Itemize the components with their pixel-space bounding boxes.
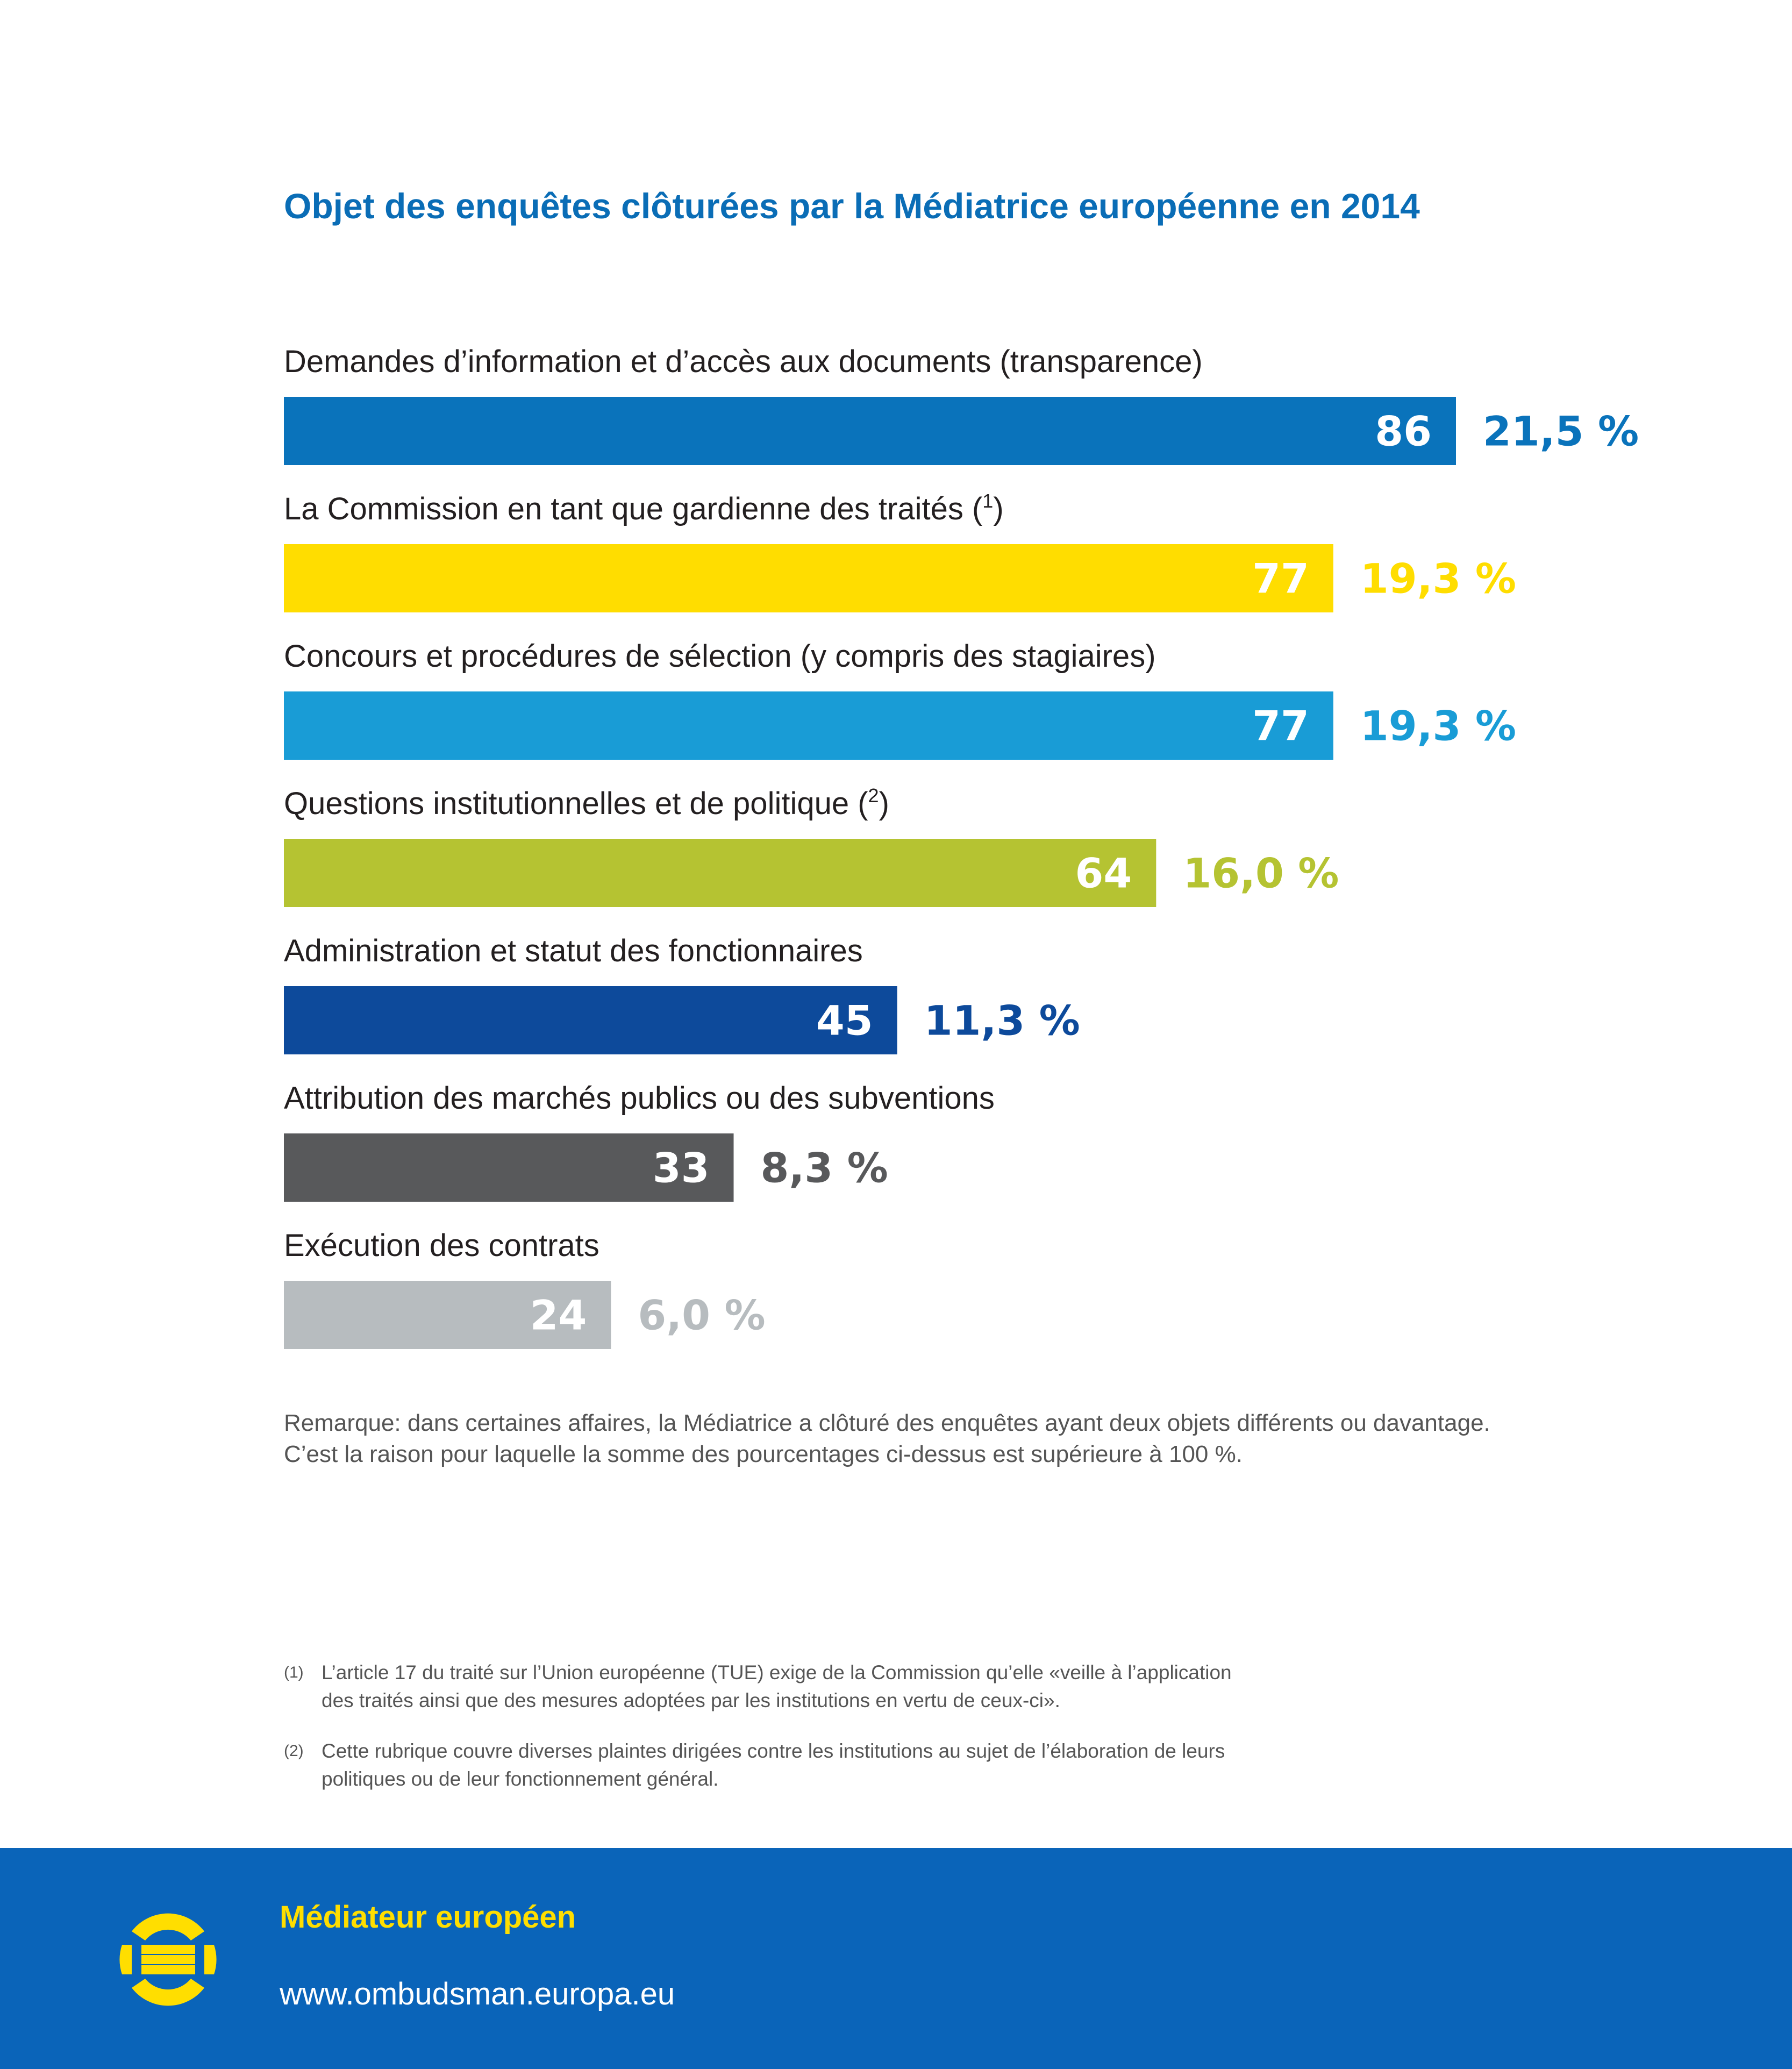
bar [284,544,1333,612]
organization-name: Médiateur européen [280,1900,576,1935]
european-ombudsman-logo-icon [119,1913,217,2006]
footnote-2: (2) Cette rubrique couvre diverses plain… [284,1737,1305,1793]
bar-value-label: 77 [1252,555,1309,603]
remark-line-2: C’est la raison pour laquelle la somme d… [284,1441,1243,1467]
bar-value-label: 45 [816,997,873,1045]
bar-value-label: 24 [530,1292,587,1339]
category-label: La Commission en tant que gardienne des … [284,490,1004,526]
bar-percentage-label: 21,5 % [1483,408,1639,455]
bar [284,986,897,1054]
bar [284,397,1456,465]
bar-value-label: 33 [653,1144,710,1192]
bar-percentage-label: 8,3 % [761,1144,888,1192]
category-label: Questions institutionnelles et de politi… [284,784,889,821]
bar-value-label: 86 [1375,408,1432,455]
footnote-text-line: L’article 17 du traité sur l’Union europ… [322,1661,1232,1683]
website-link[interactable]: www.ombudsman.europa.eu [280,1977,675,2011]
footnote-mark: (1) [284,1664,304,1681]
footnote-text-line: Cette rubrique couvre diverses plaintes … [322,1740,1225,1762]
bar [284,1281,611,1349]
bar [284,839,1156,907]
footer-bar: Médiateur européen www.ombudsman.europa.… [0,1848,1792,2069]
footnote-mark: (2) [284,1742,304,1760]
bar-percentage-label: 16,0 % [1183,850,1339,897]
bar-percentage-label: 6,0 % [638,1292,765,1339]
bar-percentage-label: 19,3 % [1360,702,1516,750]
remark-line-1: Remarque: dans certaines affaires, la Mé… [284,1410,1490,1436]
category-label: Demandes d’information et d’accès aux do… [284,344,1203,379]
chart-title: Objet des enquêtes clôturées par la Médi… [284,186,1420,226]
remark-note: Remarque: dans certaines affaires, la Mé… [284,1408,1693,1470]
bar-chart: Demandes d’information et d’accès aux do… [284,344,1639,1349]
footnote-text-line: des traités ainsi que des mesures adopté… [322,1689,1060,1711]
category-label: Exécution des contrats [284,1228,599,1263]
bar-percentage-label: 19,3 % [1360,555,1516,603]
bar-value-label: 64 [1075,850,1132,897]
footnote-1: (1) L’article 17 du traité sur l’Union e… [284,1659,1305,1715]
category-label: Attribution des marchés publics ou des s… [284,1081,995,1116]
footnote-text-line: politiques ou de leur fonctionnement gén… [322,1768,719,1790]
category-label: Administration et statut des fonctionnai… [284,933,863,968]
category-label: Concours et procédures de sélection (y c… [284,639,1156,674]
bar [284,691,1333,760]
bar-percentage-label: 11,3 % [924,997,1080,1045]
bar [284,1133,734,1202]
footnotes: (1) L’article 17 du traité sur l’Union e… [284,1659,1305,1816]
bar-value-label: 77 [1252,702,1309,750]
